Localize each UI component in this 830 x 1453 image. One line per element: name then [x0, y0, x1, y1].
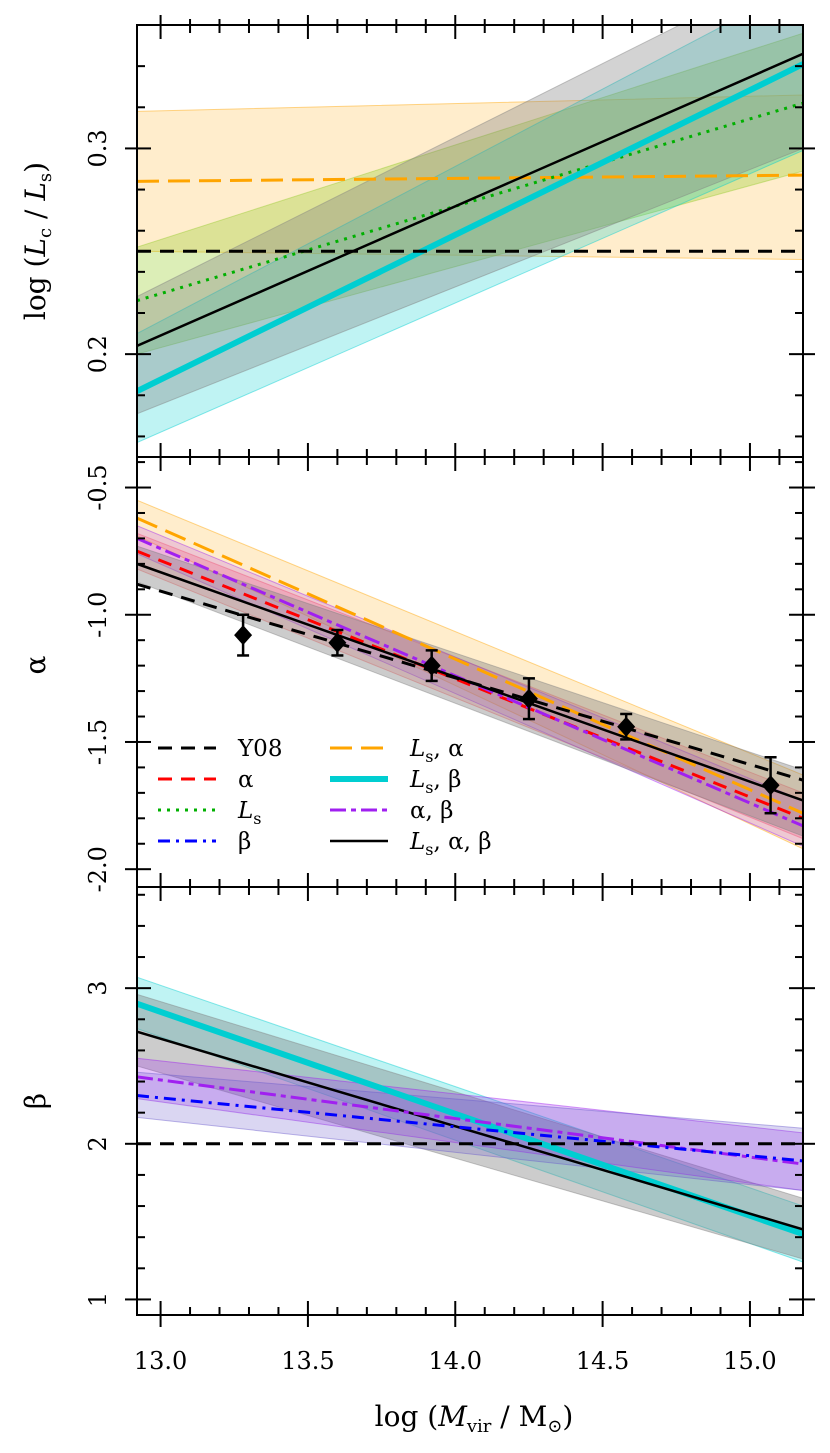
panel-top-axes: 0.2 0.3	[84, 15, 815, 458]
y-tick-label: 0.2	[84, 335, 112, 373]
panel-bottom-frame	[136, 886, 804, 1316]
panel-middle: -2.0 -1.5 -1.0 -0.5 α Y08 α Lsβ Ls, αLs, βα, β…	[19, 456, 815, 892]
x-axis-label: log (Mvir / M⊙)	[375, 1400, 574, 1437]
line-Y08	[137, 582, 803, 782]
band-Ls_alpha	[137, 94, 803, 261]
data-point	[234, 625, 253, 646]
line-Ls_alpha	[137, 173, 803, 183]
band-alpha_beta	[137, 525, 803, 847]
y-tick-label: -2.0	[84, 846, 112, 892]
line-alpha	[137, 549, 803, 820]
legend-label-beta: β	[238, 829, 251, 855]
band-Ls_alpha	[137, 499, 803, 850]
y-tick-label: 3	[84, 981, 112, 996]
panel-bottom: 1 2 3 13.0 13.5 14.0 14.5 15.0 β	[19, 886, 815, 1375]
y-tick-label: -1.5	[84, 719, 112, 765]
legend-label-Ls_beta: Ls, β	[409, 767, 461, 797]
panel-top-bands	[137, 25, 803, 444]
panel-bottom-axes: 1 2 3 13.0 13.5 14.0 14.5 15.0	[84, 886, 815, 1375]
x-tick-label: 13.0	[134, 1347, 187, 1375]
band-alpha	[137, 532, 803, 840]
panel-middle-axes: -2.0 -1.5 -1.0 -0.5	[84, 456, 815, 892]
y-tick-label: 2	[84, 1136, 112, 1151]
legend: Y08 α Lsβ Ls, αLs, βα, β Ls, α, β	[158, 736, 492, 859]
x-tick-label: 15.0	[723, 1347, 776, 1375]
legend-label-Ls_alpha: Ls, α	[409, 736, 464, 766]
y-tick-label: -0.5	[84, 464, 112, 510]
panel-middle-bands	[137, 499, 803, 850]
panel-middle-ylabel: α	[19, 655, 52, 674]
line-beta	[137, 1094, 803, 1163]
line-Ls_beta	[137, 61, 803, 394]
legend-label-Y08: Y08	[237, 736, 282, 762]
panel-middle-lines	[137, 516, 803, 828]
line-Ls	[137, 101, 803, 303]
y-tick-label: 0.3	[84, 129, 112, 167]
x-tick-label: 14.0	[429, 1347, 482, 1375]
legend-label-alpha: α	[238, 767, 254, 793]
line-alpha_beta	[137, 1075, 803, 1166]
panel-top-ylabel: log (Lc / Ls)	[19, 162, 56, 320]
band-Ls_alpha_beta	[137, 25, 803, 415]
y-tick-label: -1.0	[84, 592, 112, 638]
band-alpha_beta	[137, 1057, 803, 1191]
panel-middle-points	[234, 613, 780, 815]
data-point	[617, 716, 636, 737]
x-tick-label: 13.5	[281, 1347, 334, 1375]
legend-label-alpha_beta: α, β	[410, 798, 453, 824]
panel-top-lines	[137, 52, 803, 394]
line-Ls_alpha	[137, 516, 803, 815]
panel-top: 0.2 0.3 log (Lc / Ls)	[19, 15, 815, 458]
panel-bottom-lines	[137, 1000, 803, 1237]
line-Ls_alpha_beta	[137, 1030, 803, 1231]
data-point	[761, 775, 780, 796]
line-Ls_alpha_beta	[137, 52, 803, 348]
data-point	[328, 632, 347, 653]
data-point	[519, 688, 538, 709]
legend-label-Ls_alpha_beta: Ls, α, β	[409, 829, 492, 859]
band-Ls_alpha_beta	[137, 545, 803, 837]
panel-bottom-ylabel: β	[19, 1093, 52, 1109]
data-point	[422, 655, 441, 676]
legend-label-Ls: Ls	[237, 798, 262, 828]
x-tick-label: 14.5	[576, 1347, 629, 1375]
y-tick-label: 1	[84, 1292, 112, 1307]
band-Ls_beta	[137, 25, 803, 444]
